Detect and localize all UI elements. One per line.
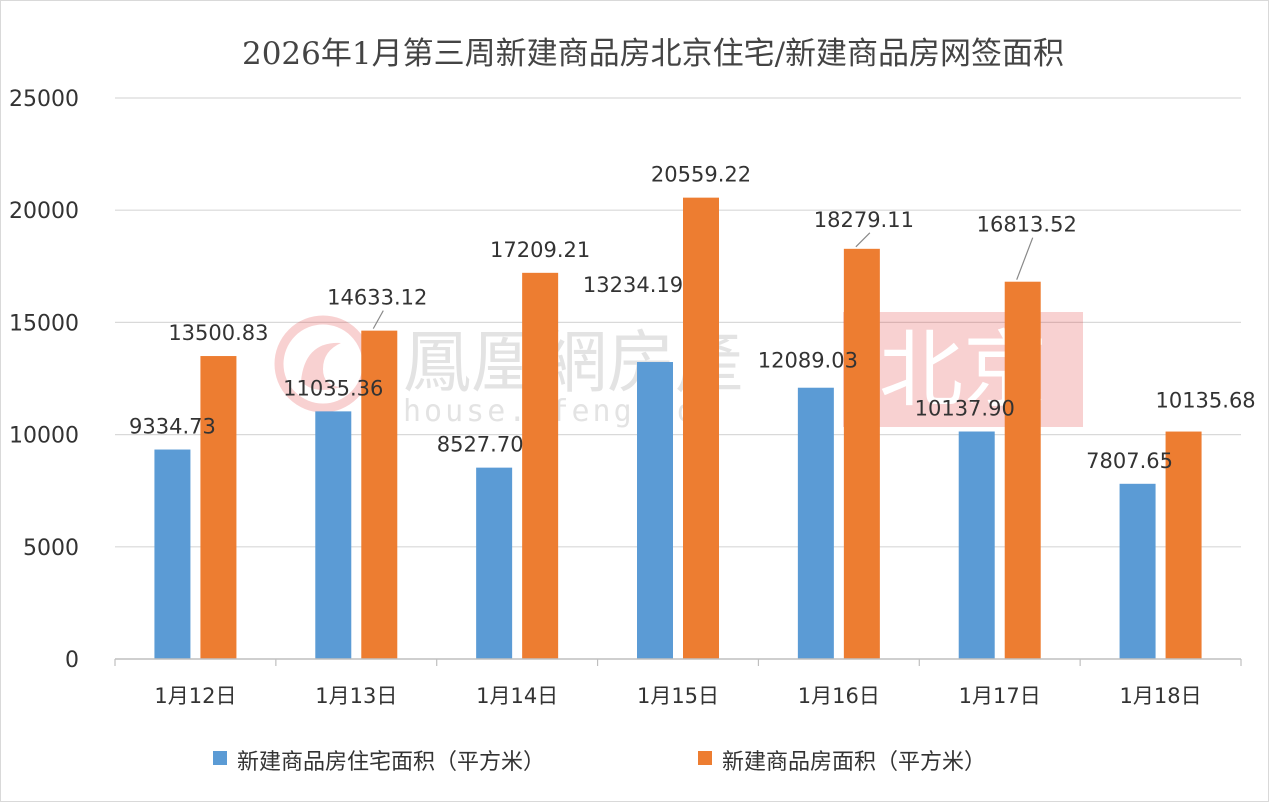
x-tick-label: 1月16日 <box>798 684 880 708</box>
data-label: 10135.68 <box>1155 389 1255 413</box>
leader-line <box>1016 237 1034 280</box>
watermark-city-box <box>843 312 1083 427</box>
bar-residential <box>797 387 834 659</box>
data-label: 16813.52 <box>977 213 1077 237</box>
y-tick-label: 25000 <box>9 87 79 112</box>
data-label: 8527.70 <box>437 433 524 457</box>
y-tick-label: 20000 <box>9 199 79 224</box>
bar-residential <box>1119 483 1156 659</box>
bar-residential <box>637 362 673 659</box>
bar-total <box>200 356 237 659</box>
leader-line <box>372 310 384 329</box>
x-axis-labels: 1月12日 1月13日 1月14日 1月15日 1月16日 1月17日 1月18日 <box>154 684 1201 708</box>
legend-label-total: 新建商品房面积（平方米） <box>722 750 986 775</box>
bar-residential <box>958 431 995 659</box>
data-label: 10137.90 <box>915 397 1015 421</box>
y-tick-label: 0 <box>65 648 79 673</box>
data-label: 13234.19 <box>583 273 683 297</box>
bar-residential <box>315 411 352 659</box>
data-label: 18279.11 <box>814 208 914 232</box>
legend-label-residential: 新建商品房住宅面积（平方米） <box>237 750 545 775</box>
x-tick-label: 1月12日 <box>154 684 236 708</box>
bar-total <box>843 248 880 659</box>
data-label: 12089.03 <box>758 349 858 373</box>
data-label: 7807.65 <box>1086 449 1173 473</box>
data-labels: 9334.73 11035.36 8527.70 13234.19 12089.03 10… <box>129 163 1256 473</box>
bar-total <box>1004 281 1041 659</box>
x-axis-tick-marks <box>114 659 1242 666</box>
bars <box>154 197 1202 659</box>
data-label: 13500.83 <box>168 321 268 345</box>
data-label: 11035.36 <box>283 376 383 400</box>
y-tick-label: 15000 <box>9 311 79 336</box>
bar-total <box>683 197 719 659</box>
y-axis-ticks: 0 5000 10000 15000 20000 25000 <box>9 87 79 673</box>
legend: 新建商品房住宅面积（平方米） 新建商品房面积（平方米） <box>213 750 986 775</box>
bar-residential <box>154 449 191 659</box>
label-leader-lines <box>372 232 1034 329</box>
y-tick-label: 10000 <box>9 424 79 449</box>
legend-swatch-residential <box>213 751 227 765</box>
legend-swatch-total <box>698 751 712 765</box>
bar-residential <box>476 467 513 659</box>
x-tick-label: 1月17日 <box>959 684 1041 708</box>
x-tick-label: 1月15日 <box>637 684 719 708</box>
bar-total <box>522 272 559 659</box>
grid-lines <box>115 97 1241 548</box>
bar-total <box>1165 431 1202 659</box>
bar-total <box>361 330 398 659</box>
chart-title: 2026年1月第三周新建商品房北京住宅/新建商品房网签面积 <box>242 36 1064 72</box>
data-label: 20559.22 <box>651 163 751 187</box>
x-tick-label: 1月14日 <box>476 684 558 708</box>
y-tick-label: 5000 <box>23 536 79 561</box>
data-label: 9334.73 <box>129 415 216 439</box>
x-tick-label: 1月13日 <box>315 684 397 708</box>
x-tick-label: 1月18日 <box>1120 684 1202 708</box>
data-label: 14633.12 <box>327 286 427 310</box>
data-label: 17209.21 <box>490 238 590 262</box>
leader-line <box>855 232 871 248</box>
